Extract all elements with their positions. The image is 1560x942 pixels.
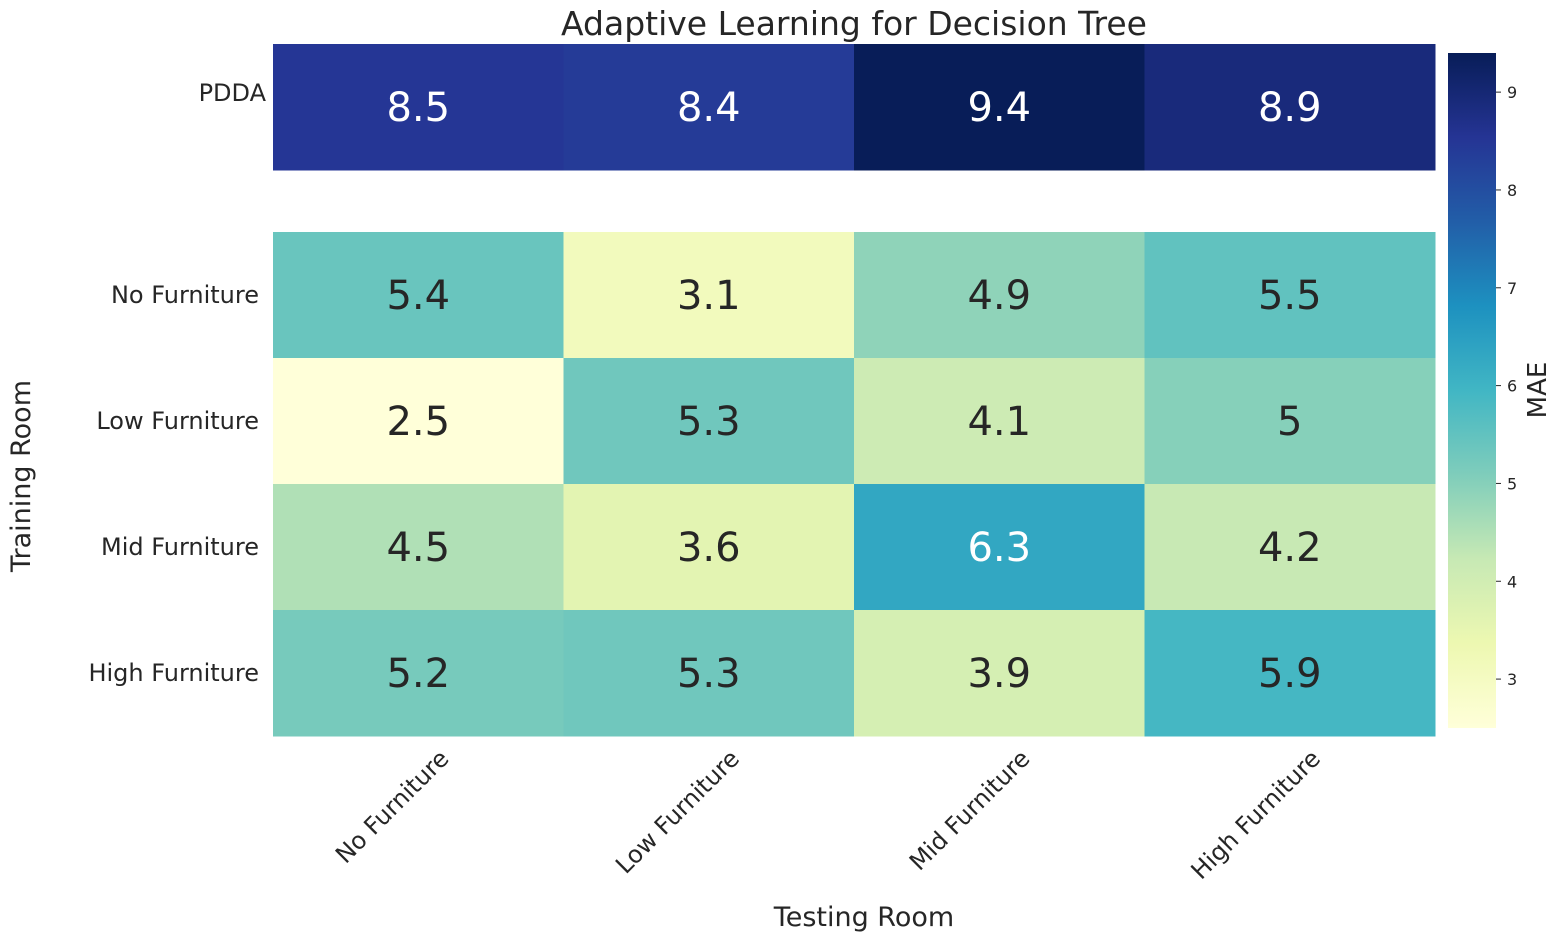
- y-tick-label: Mid Furniture: [101, 533, 259, 561]
- y-tick-label: PDDA: [199, 79, 267, 107]
- y-tick-label: High Furniture: [88, 659, 259, 687]
- colorbar-tick-label: 9: [1507, 83, 1517, 102]
- main-block-cell-label: 6.3: [967, 525, 1031, 571]
- main-block-cell: [1144, 358, 1436, 485]
- main-block-cell: [273, 610, 564, 737]
- main-block-cell: [273, 232, 564, 359]
- main-block-cell-label: 4.9: [967, 273, 1031, 319]
- main-block-cell-label: 4.1: [967, 399, 1031, 445]
- main-block-cell: [854, 232, 1145, 359]
- main-block-cell-label: 5.2: [386, 651, 450, 697]
- main-block-cell: [563, 610, 855, 737]
- x-tick-labels: No Furniture Low Furniture Mid Furniture Hi…: [330, 744, 1326, 884]
- main-block-cell: [563, 358, 855, 485]
- colorbar: [1448, 53, 1496, 728]
- main-heatmap-block: 5.4 3.1 4.9 5.5 2.5 5.3 4.1 5 4.5 3.6 6.3 4.2 5.2 5.3…: [273, 232, 1436, 737]
- colorbar-ticks: 3 4 5 6 7 8 9: [1496, 83, 1517, 689]
- main-block-cell-label: 4.2: [1258, 525, 1322, 571]
- main-block-cell-label: 5.5: [1258, 273, 1322, 319]
- top-block-cell: [854, 44, 1145, 171]
- main-block-cell-label: 5: [1277, 399, 1302, 445]
- x-axis-label: Testing Room: [773, 902, 954, 933]
- colorbar-tick-label: 4: [1507, 572, 1517, 591]
- main-block-cell-label: 5.3: [677, 399, 741, 445]
- main-block-cell-label: 2.5: [386, 399, 450, 445]
- main-block-cell-label: 5.4: [386, 273, 450, 319]
- x-tick-label: Low Furniture: [610, 744, 745, 879]
- main-block-cell: [273, 484, 564, 611]
- top-block-cell-label: 8.5: [386, 85, 450, 131]
- top-block-cell: [1144, 44, 1436, 171]
- main-block-cell-label: 3.1: [677, 273, 741, 319]
- top-heatmap-block: 8.5 8.4 9.4 8.9: [273, 44, 1436, 171]
- x-tick-label: High Furniture: [1186, 744, 1326, 884]
- top-block-cell: [273, 44, 564, 171]
- y-tick-labels: PDDA No Furniture Low Furniture Mid Furnitu…: [88, 79, 266, 687]
- top-block-cell-label: 9.4: [967, 85, 1031, 131]
- main-block-cell-label: 5.9: [1258, 651, 1322, 697]
- main-block-cell-label: 4.5: [386, 525, 450, 571]
- colorbar-tick-label: 5: [1507, 474, 1517, 493]
- main-block-cell-label: 5.3: [677, 651, 741, 697]
- y-tick-label: Low Furniture: [96, 407, 259, 435]
- main-block-cell: [854, 358, 1145, 485]
- top-block-cell-label: 8.9: [1258, 85, 1322, 131]
- main-block-cell: [1144, 232, 1436, 359]
- main-block-cell: [854, 610, 1145, 737]
- main-block-cell-label: 3.6: [677, 525, 741, 571]
- x-tick-label: Mid Furniture: [904, 744, 1036, 876]
- main-block-cell: [563, 232, 855, 359]
- x-tick-label: No Furniture: [330, 744, 454, 868]
- main-block-cell: [854, 484, 1145, 611]
- top-block-cell-label: 8.4: [677, 85, 741, 131]
- colorbar-tick-label: 8: [1507, 181, 1517, 200]
- y-tick-label: No Furniture: [111, 281, 259, 309]
- y-axis-label: Training Room: [6, 380, 37, 573]
- colorbar-tick-label: 7: [1507, 279, 1517, 298]
- main-block-cell: [273, 358, 564, 485]
- main-block-cell: [1144, 610, 1436, 737]
- main-block-cell-label: 3.9: [967, 651, 1031, 697]
- main-block-cell: [1144, 484, 1436, 611]
- colorbar-label: MAE: [1523, 362, 1553, 419]
- top-block-cell: [563, 44, 855, 171]
- colorbar-tick-label: 3: [1507, 670, 1517, 689]
- main-block-cell: [563, 484, 855, 611]
- colorbar-tick-label: 6: [1507, 377, 1517, 396]
- chart-title: Adaptive Learning for Decision Tree: [561, 4, 1147, 43]
